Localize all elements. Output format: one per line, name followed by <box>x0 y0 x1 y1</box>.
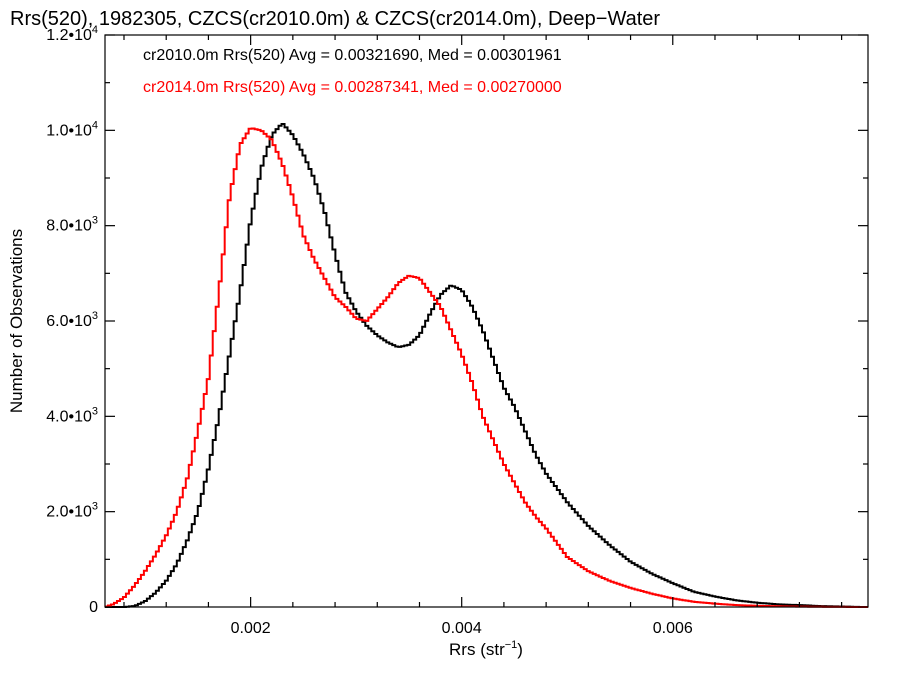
y-tick-exponent: 3 <box>92 501 98 513</box>
legend-entry-cr2010: cr2010.0m Rrs(520) Avg = 0.00321690, Med… <box>143 47 562 64</box>
legend-entry-cr2014: cr2014.0m Rrs(520) Avg = 0.00287341, Med… <box>143 79 562 96</box>
chart-title: Rrs(520), 1982305, CZCS(cr2010.0m) & CZC… <box>10 8 660 30</box>
y-tick-label: 0 <box>89 599 98 616</box>
y-axis-label: Number of Observations <box>7 229 26 413</box>
y-tick-mantissa: 8.0•10 <box>46 218 92 235</box>
y-tick-mantissa: 0 <box>89 599 98 616</box>
x-tick-label: 0.002 <box>231 620 271 637</box>
series-layer <box>105 123 868 608</box>
x-axis-label-sup: −1 <box>505 639 518 651</box>
x-tick-label: 0.004 <box>442 620 482 637</box>
plot-frame <box>104 34 869 608</box>
y-tick-label: 4.0•103 <box>46 405 98 425</box>
y-tick-exponent: 4 <box>92 119 98 131</box>
y-tick-mantissa: 6.0•10 <box>46 313 92 330</box>
y-tick-mantissa: 1.0•10 <box>46 122 92 139</box>
y-tick-label: 2.0•103 <box>46 501 98 521</box>
x-tick-label: 0.006 <box>653 620 693 637</box>
x-axis-label-end: ) <box>517 640 523 659</box>
x-axis-label-main: Rrs (str <box>449 640 505 659</box>
y-tick-label: 8.0•103 <box>46 215 98 235</box>
y-tick-exponent: 4 <box>92 24 98 36</box>
y-tick-label: 1.2•104 <box>46 24 98 44</box>
y-tick-mantissa: 2.0•10 <box>46 504 92 521</box>
ticks-layer: 0.002 0.004 0.00602.0•1034.0•1036.0•1038.0… <box>46 24 868 637</box>
series-line-cr2014.0m <box>105 127 868 608</box>
series-line-cr2010.0m <box>105 123 868 608</box>
y-tick-mantissa: 4.0•10 <box>46 408 92 425</box>
y-tick-label: 1.0•104 <box>46 119 98 139</box>
y-tick-mantissa: 1.2•10 <box>46 27 92 44</box>
y-tick-exponent: 3 <box>92 405 98 417</box>
y-tick-exponent: 3 <box>92 310 98 322</box>
y-tick-exponent: 3 <box>92 215 98 227</box>
x-axis-label: Rrs (str−1) <box>449 639 523 659</box>
y-tick-label: 6.0•103 <box>46 310 98 330</box>
